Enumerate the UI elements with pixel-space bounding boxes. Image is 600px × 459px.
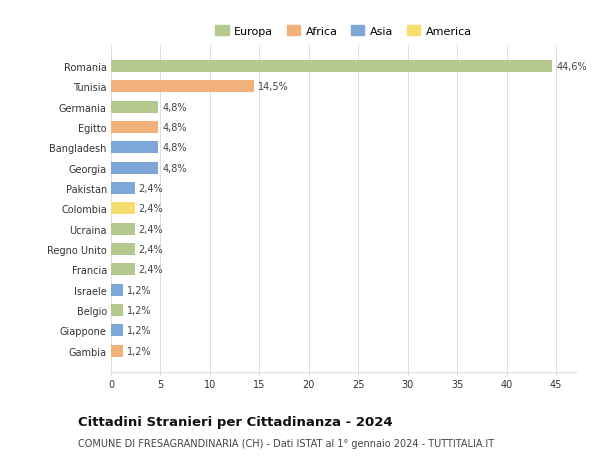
Bar bbox=[111, 183, 135, 195]
Bar bbox=[111, 203, 135, 215]
Text: 2,4%: 2,4% bbox=[139, 204, 163, 214]
Text: 2,4%: 2,4% bbox=[139, 184, 163, 194]
Bar bbox=[111, 345, 123, 357]
Bar bbox=[111, 101, 158, 113]
Text: 2,4%: 2,4% bbox=[139, 245, 163, 254]
Text: 2,4%: 2,4% bbox=[139, 224, 163, 234]
Bar bbox=[111, 223, 135, 235]
Bar bbox=[111, 162, 158, 174]
Text: Cittadini Stranieri per Cittadinanza - 2024: Cittadini Stranieri per Cittadinanza - 2… bbox=[78, 415, 392, 428]
Bar bbox=[111, 142, 158, 154]
Text: 1,2%: 1,2% bbox=[127, 285, 151, 295]
Bar bbox=[111, 325, 123, 337]
Bar bbox=[111, 304, 123, 316]
Text: 4,8%: 4,8% bbox=[163, 143, 187, 153]
Bar bbox=[111, 61, 552, 73]
Text: 44,6%: 44,6% bbox=[556, 62, 587, 72]
Text: 14,5%: 14,5% bbox=[259, 82, 289, 92]
Bar bbox=[111, 263, 135, 276]
Legend: Europa, Africa, Asia, America: Europa, Africa, Asia, America bbox=[215, 26, 472, 37]
Text: 4,8%: 4,8% bbox=[163, 102, 187, 112]
Text: 4,8%: 4,8% bbox=[163, 163, 187, 173]
Bar bbox=[111, 284, 123, 296]
Text: 4,8%: 4,8% bbox=[163, 123, 187, 133]
Text: 1,2%: 1,2% bbox=[127, 305, 151, 315]
Text: 1,2%: 1,2% bbox=[127, 325, 151, 336]
Text: 1,2%: 1,2% bbox=[127, 346, 151, 356]
Bar bbox=[111, 81, 254, 93]
Text: COMUNE DI FRESAGRANDINARIA (CH) - Dati ISTAT al 1° gennaio 2024 - TUTTITALIA.IT: COMUNE DI FRESAGRANDINARIA (CH) - Dati I… bbox=[78, 438, 494, 448]
Bar bbox=[111, 243, 135, 256]
Text: 2,4%: 2,4% bbox=[139, 265, 163, 274]
Bar bbox=[111, 122, 158, 134]
